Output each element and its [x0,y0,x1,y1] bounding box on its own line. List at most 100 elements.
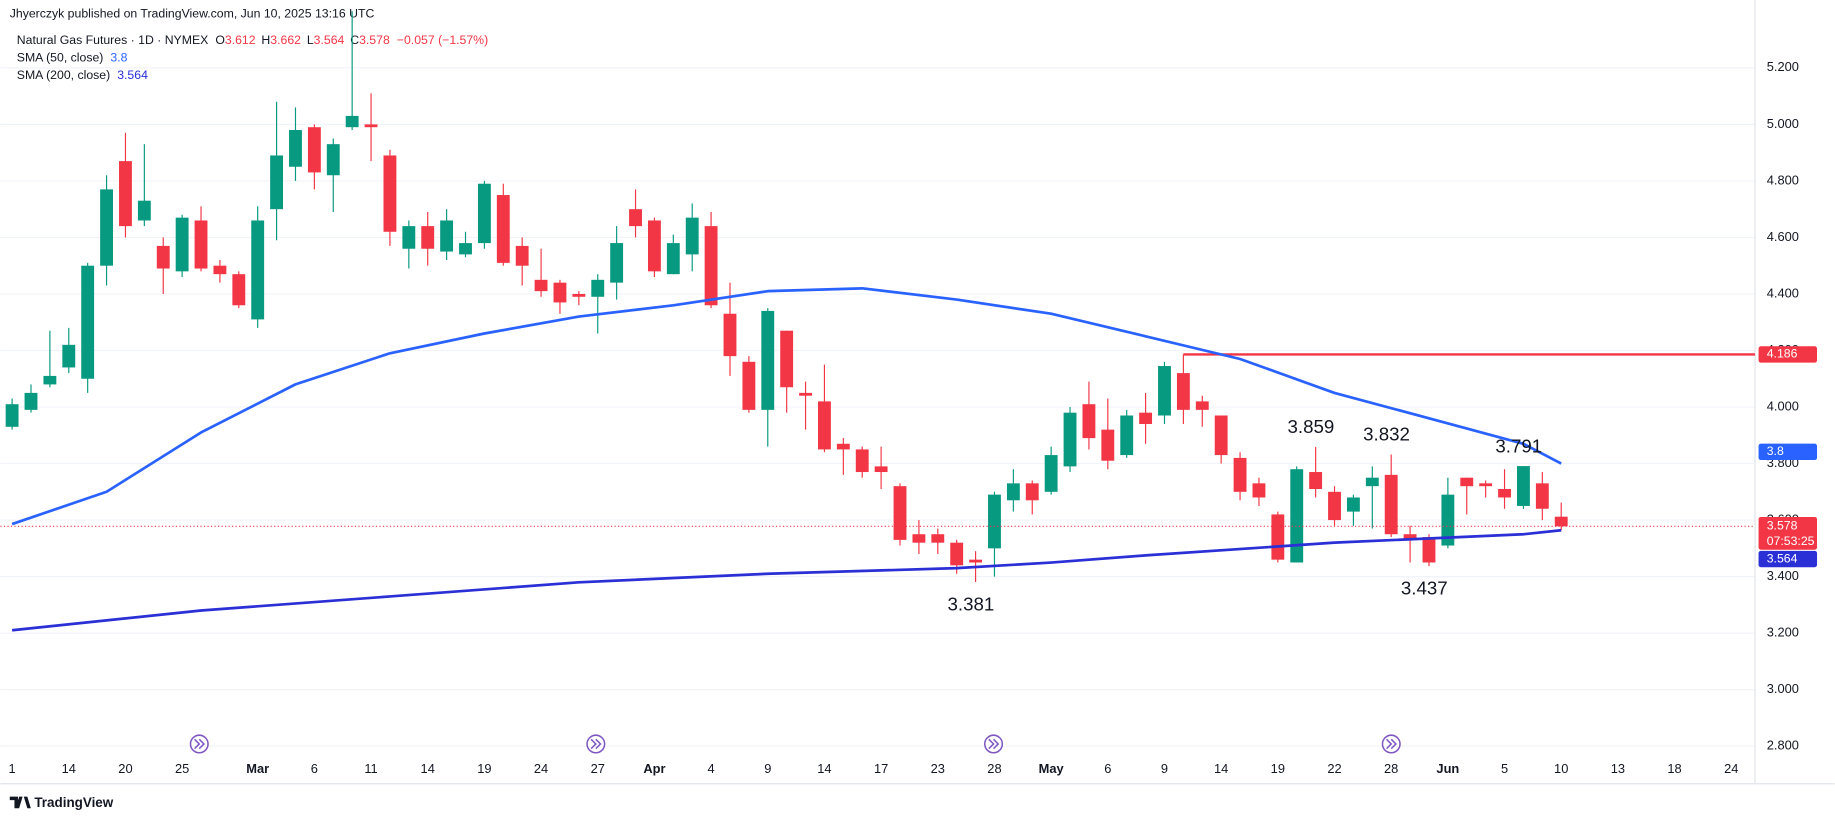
candle-body [912,534,926,543]
candle-body [1479,483,1493,487]
candle-body [572,293,586,297]
y-tick-label: 5.200 [1767,59,1799,74]
candle-body [818,401,831,450]
sma200-name: SMA (200, close) [17,68,110,82]
candle-body [553,282,567,303]
event-icons [189,734,1401,754]
candle-body [1195,401,1209,410]
x-tick-label: 24 [1724,761,1738,776]
candle-body [515,245,529,266]
candle-body [24,392,38,410]
y-tick-label: 4.400 [1767,285,1799,300]
x-tick-label: 22 [1327,761,1341,776]
candle-body [1214,415,1228,456]
candle-body [704,226,718,306]
candle-body [364,124,378,128]
x-tick-label: 24 [534,761,548,776]
candle-body [251,220,265,320]
candle-body [1384,474,1398,535]
candle-body [1346,497,1360,512]
sma50-box [1758,443,1818,461]
level-box [1758,346,1818,363]
candle-body [81,265,95,379]
candle-body [119,161,132,227]
candle-body [232,274,246,306]
candle-body [874,466,888,473]
h-value: 3.662 [270,33,301,47]
sma50-axis-value: 3.8 [1767,444,1784,458]
c-label: C [350,33,359,47]
x-tick-label: 14 [1214,761,1228,776]
candle-body [326,144,340,176]
candle-body [477,183,491,244]
candle-body [289,130,302,167]
candle-body [950,542,964,566]
o-value: 3.612 [225,33,256,47]
candle-body [307,127,321,173]
candle-body [1082,404,1096,439]
grid [0,67,1756,747]
candle-body [1535,483,1549,509]
x-tick-label: 6 [1104,761,1111,776]
candle-body [1120,415,1134,456]
candle-body [1365,477,1379,487]
candle-body [1025,483,1039,501]
candle-body [799,392,812,396]
candle-body [345,115,359,128]
x-tick-label: 11 [364,761,377,776]
x-tick-label: 25 [175,761,189,776]
l-label: L [307,33,314,47]
level-value: 4.186 [1767,347,1798,361]
l-value: 3.564 [314,33,345,47]
x-tick-label: 19 [477,761,491,776]
candle-body [1233,457,1247,492]
x-tick-label: 13 [1611,761,1625,776]
x-tick-label: 19 [1271,761,1285,776]
candle-body [723,313,737,357]
candle-body [591,279,605,297]
sma200-legend: SMA (200, close) 3.564 [17,68,148,82]
y-tick-label: 3.200 [1767,625,1799,640]
x-tick-label: Jun [1436,761,1459,776]
symbol: Natural Gas Futures · 1D · NYMEX [17,33,209,47]
sma-line [11,287,1562,526]
sma-line [11,528,1562,632]
y-tick-label: 4.600 [1767,229,1799,244]
x-tick-label: 6 [311,761,318,776]
countdown: 07:53:25 [1767,534,1815,548]
footer-logo: TradingView [9,795,114,810]
candle-body [988,494,1001,549]
candle-body [610,243,624,283]
candle-body [666,243,680,275]
candle-body [100,189,113,266]
candle-body [1309,472,1323,489]
annotation: 3.437 [1401,577,1448,598]
candle-body [496,195,510,263]
candle-body [1158,366,1171,416]
candle-body [1139,412,1153,424]
candle-body [1044,455,1058,492]
x-tick-label: 28 [987,761,1001,776]
candle-body [742,361,756,410]
candle-body [1271,514,1285,560]
sma200-box [1758,550,1818,568]
candle-body [459,243,472,255]
candle-body [137,200,151,221]
x-tick-label: Apr [643,761,665,776]
candle-body [1517,466,1530,506]
brand: TradingView [34,795,113,810]
x-tick-label: 23 [931,761,945,776]
candle-body [647,220,661,272]
annotation: 3.791 [1495,435,1542,456]
candle-body [1403,534,1417,540]
candle-body [175,217,189,272]
candle-body [1290,469,1304,563]
annotation: 3.832 [1363,424,1410,445]
candle-body [855,449,869,473]
candle-body [1252,483,1266,498]
candle-body [685,217,699,255]
x-tick-label: 4 [708,761,715,776]
sma200-value: 3.564 [117,68,148,82]
candle-body [1554,516,1568,527]
candle-body [440,220,454,252]
